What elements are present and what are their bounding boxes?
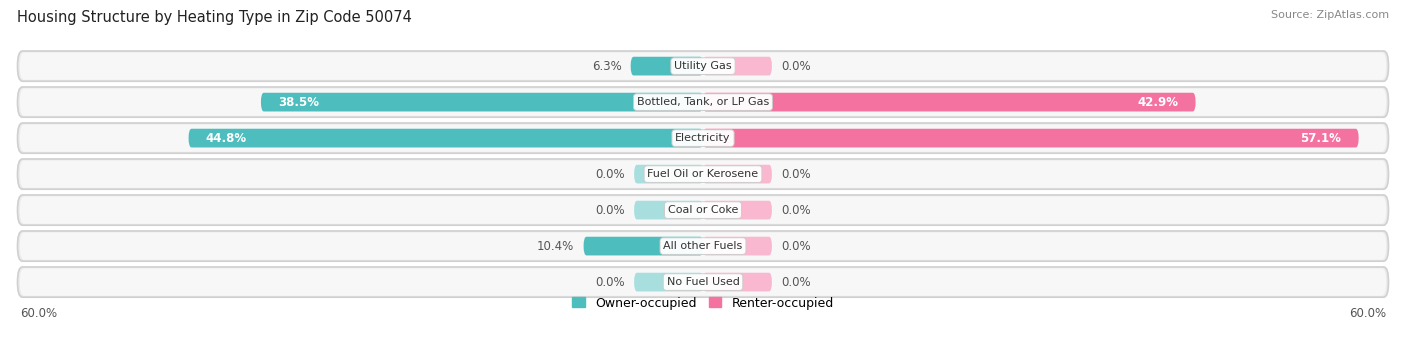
Text: Coal or Coke: Coal or Coke xyxy=(668,205,738,215)
FancyBboxPatch shape xyxy=(17,267,1389,297)
FancyBboxPatch shape xyxy=(703,93,1195,112)
Text: 0.0%: 0.0% xyxy=(782,60,811,73)
Text: 38.5%: 38.5% xyxy=(278,95,319,109)
Legend: Owner-occupied, Renter-occupied: Owner-occupied, Renter-occupied xyxy=(568,292,838,314)
Text: No Fuel Used: No Fuel Used xyxy=(666,277,740,287)
Text: 0.0%: 0.0% xyxy=(782,276,811,288)
Text: 6.3%: 6.3% xyxy=(592,60,621,73)
FancyBboxPatch shape xyxy=(631,57,703,75)
Text: 0.0%: 0.0% xyxy=(782,240,811,253)
Text: All other Fuels: All other Fuels xyxy=(664,241,742,251)
FancyBboxPatch shape xyxy=(17,51,1389,81)
Text: 0.0%: 0.0% xyxy=(595,167,624,181)
FancyBboxPatch shape xyxy=(703,237,772,255)
FancyBboxPatch shape xyxy=(703,165,772,183)
Text: Housing Structure by Heating Type in Zip Code 50074: Housing Structure by Heating Type in Zip… xyxy=(17,10,412,25)
Text: 60.0%: 60.0% xyxy=(20,307,56,320)
FancyBboxPatch shape xyxy=(188,129,703,147)
FancyBboxPatch shape xyxy=(20,160,1386,188)
FancyBboxPatch shape xyxy=(634,165,703,183)
FancyBboxPatch shape xyxy=(17,195,1389,225)
FancyBboxPatch shape xyxy=(703,129,1358,147)
Text: 0.0%: 0.0% xyxy=(595,204,624,217)
Text: 44.8%: 44.8% xyxy=(205,132,247,145)
Text: Fuel Oil or Kerosene: Fuel Oil or Kerosene xyxy=(647,169,759,179)
FancyBboxPatch shape xyxy=(262,93,703,112)
FancyBboxPatch shape xyxy=(703,201,772,220)
Text: 0.0%: 0.0% xyxy=(782,167,811,181)
Text: Electricity: Electricity xyxy=(675,133,731,143)
Text: Utility Gas: Utility Gas xyxy=(675,61,731,71)
FancyBboxPatch shape xyxy=(20,196,1386,224)
Text: 0.0%: 0.0% xyxy=(782,204,811,217)
FancyBboxPatch shape xyxy=(20,233,1386,260)
Text: 0.0%: 0.0% xyxy=(595,276,624,288)
FancyBboxPatch shape xyxy=(20,268,1386,296)
FancyBboxPatch shape xyxy=(20,53,1386,80)
Text: 42.9%: 42.9% xyxy=(1137,95,1178,109)
FancyBboxPatch shape xyxy=(634,273,703,292)
FancyBboxPatch shape xyxy=(17,87,1389,117)
Text: Bottled, Tank, or LP Gas: Bottled, Tank, or LP Gas xyxy=(637,97,769,107)
FancyBboxPatch shape xyxy=(17,159,1389,189)
Text: 60.0%: 60.0% xyxy=(1350,307,1386,320)
FancyBboxPatch shape xyxy=(703,57,772,75)
FancyBboxPatch shape xyxy=(20,124,1386,152)
FancyBboxPatch shape xyxy=(583,237,703,255)
FancyBboxPatch shape xyxy=(634,201,703,220)
FancyBboxPatch shape xyxy=(17,231,1389,261)
FancyBboxPatch shape xyxy=(20,88,1386,116)
FancyBboxPatch shape xyxy=(703,273,772,292)
Text: 57.1%: 57.1% xyxy=(1301,132,1341,145)
Text: Source: ZipAtlas.com: Source: ZipAtlas.com xyxy=(1271,10,1389,20)
FancyBboxPatch shape xyxy=(17,123,1389,153)
Text: 10.4%: 10.4% xyxy=(537,240,575,253)
